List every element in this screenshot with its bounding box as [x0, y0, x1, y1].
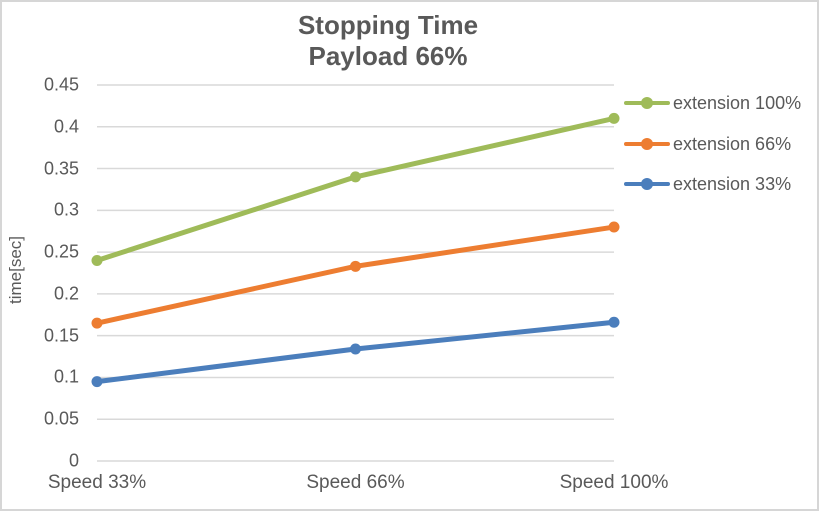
legend-series-marker-icon	[624, 97, 670, 109]
data-point-marker	[608, 221, 620, 233]
y-tick-label: 0.1	[53, 366, 79, 387]
x-tick-label: Speed 66%	[306, 472, 405, 493]
y-tick-label: 0.2	[53, 283, 79, 304]
legend-series-marker-icon	[624, 138, 670, 150]
legend-label: extension 100%	[673, 92, 802, 113]
y-tick-label: 0.3	[53, 199, 79, 220]
y-tick-label: 0.4	[53, 116, 79, 137]
chart-title-line1: Stopping Time	[297, 10, 479, 40]
legend-item: extension 33%	[624, 173, 791, 195]
series-line	[94, 224, 617, 326]
legend-item: extension 100%	[624, 92, 801, 114]
data-point-marker	[91, 254, 103, 266]
chart-title-line2: Payload 66%	[308, 41, 468, 71]
y-tick-label: 0.25	[43, 241, 79, 262]
y-tick-label: 0.05	[43, 408, 79, 429]
data-point-marker	[350, 343, 361, 355]
legend-label: extension 33%	[673, 173, 792, 194]
legend-item: extension 66%	[624, 133, 791, 155]
data-point-marker	[350, 260, 361, 272]
data-point-marker	[350, 171, 361, 183]
data-point-marker	[608, 112, 620, 124]
data-point-marker	[91, 376, 103, 388]
data-point-marker	[91, 317, 103, 329]
x-tick-label: Speed 33%	[47, 472, 147, 493]
y-tick-label: 0.35	[43, 158, 79, 179]
y-tick-label: 0	[68, 450, 79, 471]
legend-label: extension 66%	[673, 133, 792, 154]
legend-series-marker-icon	[624, 178, 670, 190]
x-tick-label: Speed 100%	[559, 472, 669, 493]
y-tick-label: 0.15	[43, 325, 79, 346]
chart-title: Stopping Time Payload 66%	[298, 10, 478, 72]
data-point-marker	[608, 316, 620, 328]
y-tick-label: 0.45	[43, 74, 79, 95]
